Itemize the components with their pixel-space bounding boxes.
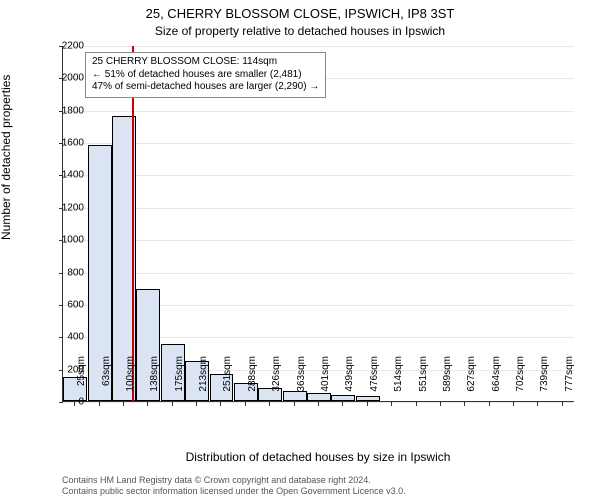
xtick-label: 288sqm bbox=[247, 356, 258, 406]
xtick-mark bbox=[196, 402, 197, 406]
xtick-label: 739sqm bbox=[539, 356, 550, 406]
xtick-label: 251sqm bbox=[222, 356, 233, 406]
attribution: Contains HM Land Registry data © Crown c… bbox=[62, 475, 574, 496]
xtick-label: 702sqm bbox=[515, 356, 526, 406]
ytick-label: 1200 bbox=[48, 202, 84, 213]
xtick-label: 326sqm bbox=[271, 356, 282, 406]
xtick-mark bbox=[294, 402, 295, 406]
ytick-label: 1600 bbox=[48, 138, 84, 149]
chart-subtitle: Size of property relative to detached ho… bbox=[0, 24, 600, 38]
annotation-line: 47% of semi-detached houses are larger (… bbox=[92, 81, 319, 94]
xtick-mark bbox=[367, 402, 368, 406]
xtick-label: 476sqm bbox=[369, 356, 380, 406]
xtick-label: 25sqm bbox=[76, 356, 87, 406]
xtick-mark bbox=[123, 402, 124, 406]
xtick-label: 401sqm bbox=[320, 356, 331, 406]
plot-area: 25 CHERRY BLOSSOM CLOSE: 114sqm← 51% of … bbox=[62, 46, 574, 402]
chart-title: 25, CHERRY BLOSSOM CLOSE, IPSWICH, IP8 3… bbox=[0, 6, 600, 21]
ytick-label: 1400 bbox=[48, 170, 84, 181]
y-axis-label: Number of detached properties bbox=[0, 75, 13, 240]
xtick-label: 777sqm bbox=[564, 356, 575, 406]
xtick-label: 627sqm bbox=[466, 356, 477, 406]
xtick-label: 664sqm bbox=[491, 356, 502, 406]
chart-container: 25, CHERRY BLOSSOM CLOSE, IPSWICH, IP8 3… bbox=[0, 0, 600, 500]
annotation-box: 25 CHERRY BLOSSOM CLOSE: 114sqm← 51% of … bbox=[85, 52, 326, 98]
xtick-mark bbox=[245, 402, 246, 406]
xtick-label: 175sqm bbox=[174, 356, 185, 406]
ytick-label: 1800 bbox=[48, 105, 84, 116]
xtick-label: 138sqm bbox=[149, 356, 160, 406]
ytick-label: 1000 bbox=[48, 235, 84, 246]
xtick-mark bbox=[513, 402, 514, 406]
xtick-label: 213sqm bbox=[198, 356, 209, 406]
ytick-label: 2000 bbox=[48, 73, 84, 84]
xtick-label: 363sqm bbox=[296, 356, 307, 406]
xtick-mark bbox=[416, 402, 417, 406]
xtick-mark bbox=[99, 402, 100, 406]
xtick-mark bbox=[318, 402, 319, 406]
xtick-label: 100sqm bbox=[125, 356, 136, 406]
xtick-label: 589sqm bbox=[442, 356, 453, 406]
ytick-label: 600 bbox=[48, 299, 84, 310]
attribution-line-1: Contains HM Land Registry data © Crown c… bbox=[62, 475, 574, 485]
attribution-line-2: Contains public sector information licen… bbox=[62, 486, 574, 496]
ytick-label: 2200 bbox=[48, 41, 84, 52]
xtick-label: 514sqm bbox=[393, 356, 404, 406]
xtick-mark bbox=[489, 402, 490, 406]
xtick-mark bbox=[440, 402, 441, 406]
xtick-label: 551sqm bbox=[418, 356, 429, 406]
ytick-label: 400 bbox=[48, 332, 84, 343]
reference-vline bbox=[132, 46, 134, 401]
xtick-label: 63sqm bbox=[101, 356, 112, 406]
bars-layer bbox=[63, 46, 574, 401]
xtick-mark bbox=[172, 402, 173, 406]
x-axis-label: Distribution of detached houses by size … bbox=[62, 450, 574, 464]
xtick-mark bbox=[391, 402, 392, 406]
ytick-label: 800 bbox=[48, 267, 84, 278]
annotation-line: 25 CHERRY BLOSSOM CLOSE: 114sqm bbox=[92, 56, 319, 69]
xtick-mark bbox=[562, 402, 563, 406]
xtick-label: 439sqm bbox=[344, 356, 355, 406]
annotation-line: ← 51% of detached houses are smaller (2,… bbox=[92, 69, 319, 82]
